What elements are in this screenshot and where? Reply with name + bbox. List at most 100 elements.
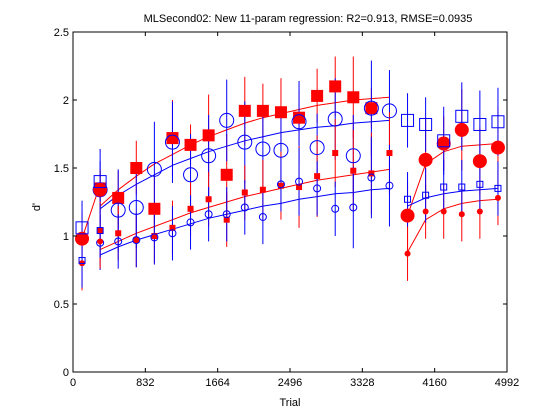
data-point (422, 191, 430, 199)
data-point (78, 256, 86, 264)
data-point (110, 202, 126, 218)
data-point (115, 230, 122, 237)
y-tick-label: 1.5 (54, 163, 69, 175)
data-markers (75, 80, 505, 267)
data-point (258, 212, 267, 221)
y-axis-label: d' (31, 203, 43, 211)
data-point (401, 113, 415, 127)
data-point (169, 224, 176, 231)
data-point (255, 141, 271, 157)
data-point (184, 138, 197, 151)
data-point (186, 218, 195, 227)
data-point (295, 177, 304, 186)
data-point (494, 194, 501, 201)
data-point (202, 129, 215, 142)
data-point (349, 203, 358, 212)
fit-curve-6 (407, 198, 499, 253)
fit-curve-7 (407, 187, 499, 207)
y-tick-label: 2.5 (54, 27, 69, 39)
data-point (476, 180, 484, 188)
data-point (309, 140, 325, 156)
data-point (183, 167, 199, 183)
x-tick-label: 3328 (350, 377, 374, 389)
data-point (419, 117, 433, 131)
data-point (164, 134, 180, 150)
data-point (130, 162, 143, 174)
data-point (404, 250, 411, 257)
data-point (332, 150, 339, 157)
data-point (187, 205, 194, 212)
data-point (96, 227, 104, 235)
data-point (132, 236, 141, 245)
data-point (146, 161, 162, 177)
data-point (296, 184, 303, 191)
data-point (311, 89, 324, 102)
data-point (291, 114, 307, 130)
data-point (314, 173, 321, 180)
y-axis-ticks: 0 0.5 1 1.5 2 2.5 (54, 27, 507, 379)
data-point (331, 204, 340, 213)
data-point (241, 189, 248, 196)
data-point (97, 227, 104, 234)
data-point (347, 91, 360, 104)
data-point (75, 221, 89, 235)
fit-curve-5 (407, 143, 499, 216)
data-point (238, 104, 251, 117)
data-point (205, 196, 212, 203)
data-point (440, 208, 447, 215)
data-point (93, 175, 107, 189)
data-point (327, 111, 343, 127)
data-point (363, 100, 379, 116)
data-point (490, 140, 505, 155)
data-point (422, 208, 429, 215)
data-point (385, 181, 394, 190)
data-point (219, 112, 235, 128)
data-point (458, 183, 466, 191)
data-point (240, 203, 249, 212)
data-point (259, 186, 266, 193)
data-point (436, 136, 451, 151)
data-point (93, 182, 108, 197)
data-point (151, 233, 158, 239)
data-point (472, 154, 487, 169)
data-point (381, 103, 397, 119)
data-point (418, 152, 433, 167)
data-point (386, 150, 393, 157)
data-point (148, 202, 161, 215)
data-point (440, 183, 448, 191)
data-point (350, 167, 357, 174)
x-tick-label: 832 (136, 377, 154, 389)
data-point (367, 173, 376, 182)
data-point (223, 216, 230, 223)
data-point (114, 237, 123, 246)
data-point (455, 109, 469, 123)
data-point (437, 134, 451, 148)
y-tick-label: 2 (63, 95, 69, 107)
x-tick-label: 0 (70, 377, 76, 389)
data-point (222, 210, 231, 219)
data-point (473, 117, 487, 131)
data-point (220, 168, 233, 181)
y-tick-label: 0.5 (54, 299, 69, 311)
data-point (274, 106, 287, 119)
x-tick-label: 4992 (495, 377, 519, 389)
data-point (133, 237, 140, 244)
x-axis-label: Trial (280, 397, 301, 409)
data-point (168, 229, 177, 238)
x-axis-ticks: 0 832 1664 2496 3328 4160 4992 (70, 32, 519, 389)
x-tick-label: 2496 (278, 377, 302, 389)
plot-area (72, 31, 508, 373)
data-point (128, 199, 144, 215)
data-point (273, 142, 289, 158)
data-point (345, 148, 361, 164)
data-point (276, 180, 285, 189)
chart-title: MLSecond02: New 11-param regression: R2=… (144, 13, 473, 25)
data-point (204, 210, 213, 219)
data-point (400, 208, 415, 223)
data-point (365, 102, 378, 115)
data-point (404, 195, 412, 203)
data-point (112, 191, 125, 204)
data-point (368, 170, 375, 177)
data-point (150, 233, 159, 242)
